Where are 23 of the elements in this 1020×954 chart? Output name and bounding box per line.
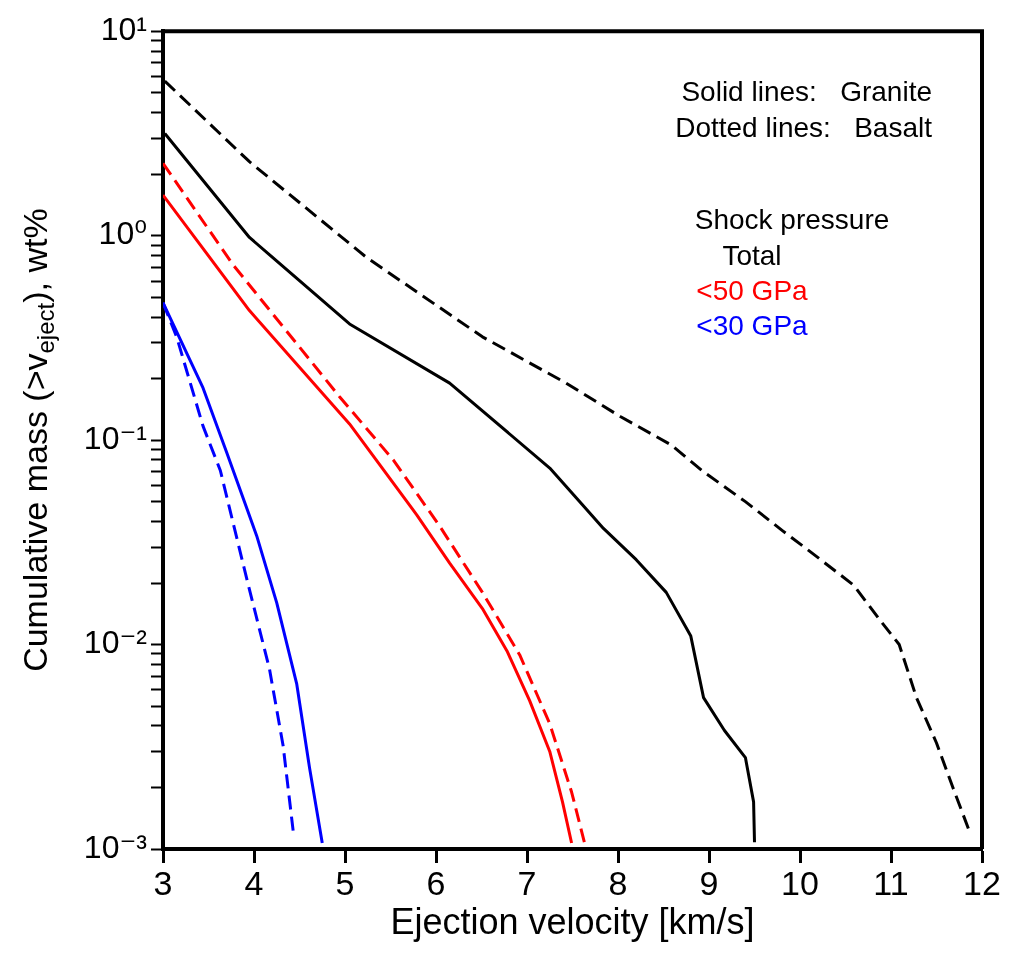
x-tick-label: 6 [426, 863, 446, 902]
x-tick-label: 7 [517, 863, 537, 902]
annotation: Solid lines: Granite [681, 75, 932, 107]
y-tick-label: 10⁰ [98, 215, 147, 252]
x-tick-label: 4 [244, 863, 264, 902]
text: <30 GPa [696, 309, 809, 341]
y-tick-label: 10¹ [100, 11, 147, 48]
x-tick-label: 5 [335, 863, 355, 902]
y-tick-label: 10⁻¹ [83, 419, 147, 456]
legend-title: Shock pressure [694, 203, 890, 235]
x-tick-label: 11 [873, 863, 909, 902]
x-axis-title: Ejection velocity [km/s] [390, 901, 755, 943]
x-tick-label: 9 [699, 863, 719, 902]
text: Total [722, 239, 782, 271]
x-tick-label: 8 [608, 863, 628, 902]
y-tick-label: 10⁻² [83, 624, 148, 661]
x-tick-label: 12 [963, 863, 1001, 902]
y-tick-label: 10⁻³ [83, 828, 148, 865]
text: <50 GPa [696, 274, 809, 306]
y-axis-title: Cumulative mass (>veject), wt% [16, 208, 59, 672]
x-tick-label: 10 [781, 863, 819, 902]
x-tick-label: 3 [153, 863, 173, 902]
annotation: Dotted lines: Basalt [675, 111, 933, 143]
